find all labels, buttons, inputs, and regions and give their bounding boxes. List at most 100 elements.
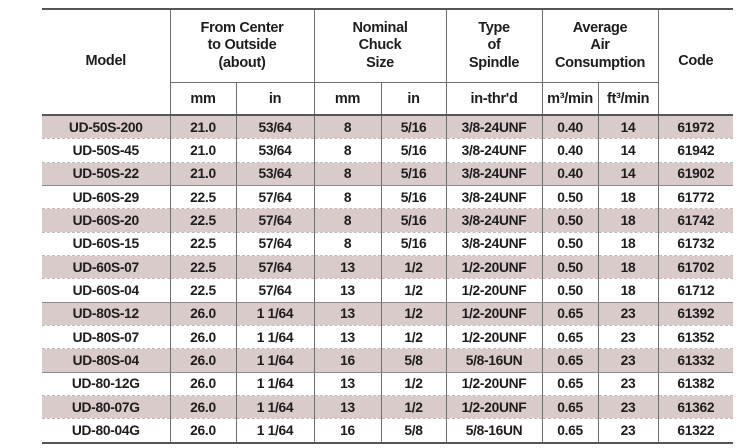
ft3-min-cell: 23 (597, 302, 659, 327)
chuck-in-cell: 1/2 (380, 372, 447, 397)
center-mm-cell: 22.5 (169, 255, 236, 280)
code-cell: 61392 (657, 302, 734, 327)
center-in-cell: 1 1/64 (235, 418, 315, 443)
center-mm-cell: 26.0 (169, 418, 236, 443)
center-mm-cell: 21.0 (169, 162, 236, 187)
chuck-mm-cell: 13 (313, 325, 382, 350)
ft3-min-cell: 18 (597, 208, 659, 233)
code-cell: 61972 (657, 114, 734, 140)
m3-min-cell: 0.65 (541, 302, 599, 327)
chuck-mm-cell: 13 (313, 395, 382, 420)
center-in-cell: 1 1/64 (235, 325, 315, 350)
ft3-min-cell: 18 (597, 185, 659, 210)
code-cell: 61362 (657, 395, 734, 420)
unit-header-center-in: in (235, 82, 315, 115)
chuck-mm-cell: 16 (313, 418, 382, 443)
center-mm-cell: 21.0 (169, 138, 236, 163)
chuck-mm-cell: 16 (313, 348, 382, 373)
chuck-mm-cell: 8 (313, 208, 382, 233)
m3-min-cell: 0.65 (541, 348, 599, 373)
chuck-in-cell: 5/16 (380, 138, 447, 163)
code-cell: 61712 (657, 278, 734, 303)
column-group-from-center-to-outside: From Center to Outside (about) (169, 9, 315, 83)
table-row: UD-80S-12 26.0 1 1/64 13 1/2 1/2-20UNF 0.65 23 6… (42, 302, 734, 327)
chuck-in-cell: 1/2 (380, 395, 447, 420)
table-row: UD-60S-15 22.5 57/64 8 5/16 3/8-24UNF 0.50 18 61… (42, 232, 734, 257)
table-row: UD-80-07G 26.0 1 1/64 13 1/2 1/2-20UNF 0.65 23 6… (42, 395, 734, 420)
chuck-mm-cell: 8 (313, 114, 382, 140)
column-header-model: Model (85, 53, 127, 70)
ft3-min-cell: 23 (597, 418, 659, 443)
ft3-min-cell: 23 (597, 325, 659, 350)
code-cell: 61382 (657, 372, 734, 397)
ft3-min-cell: 14 (597, 138, 659, 163)
table-row: UD-60S-07 22.5 57/64 13 1/2 1/2-20UNF 0.50 18 61… (42, 255, 734, 280)
table-row: UD-60S-29 22.5 57/64 8 5/16 3/8-24UNF 0.50 18 61… (42, 185, 734, 210)
unit-header-ft3-min: ft³/min (597, 82, 659, 115)
code-cell: 61742 (657, 208, 734, 233)
code-cell: 61942 (657, 138, 734, 163)
table-row: UD-80-04G 26.0 1 1/64 16 5/8 5/8-16UN 0.65 23 61… (42, 418, 734, 443)
chuck-mm-cell: 8 (313, 232, 382, 257)
chuck-in-cell: 1/2 (380, 325, 447, 350)
center-mm-cell: 26.0 (169, 372, 236, 397)
model-cell: UD-50S-22 (42, 162, 170, 187)
center-in-cell: 57/64 (235, 278, 315, 303)
code-cell: 61902 (657, 162, 734, 187)
model-cell: UD-80-04G (71, 423, 140, 439)
unit-header-chuck-in: in (380, 82, 447, 115)
model-cell: UD-80S-12 (42, 302, 170, 327)
chuck-in-cell: 5/8 (380, 418, 447, 443)
chuck-in-cell: 1/2 (380, 302, 447, 327)
center-in-cell: 57/64 (235, 185, 315, 210)
table-header: Model From Center to Outside (about) Nom… (42, 9, 734, 115)
model-cell: UD-80-12G (42, 372, 170, 397)
m3-min-cell: 0.40 (541, 114, 599, 140)
model-cell: UD-60S-20 (42, 208, 170, 233)
chuck-mm-cell: 8 (313, 138, 382, 163)
unit-header-center-mm: mm (169, 82, 236, 115)
center-mm-cell: 26.0 (169, 348, 236, 373)
center-in-cell: 53/64 (235, 114, 315, 140)
column-group-nominal-chuck-size: Nominal Chuck Size (313, 9, 447, 83)
center-in-cell: 53/64 (235, 138, 315, 163)
table-row: UD-60S-20 22.5 57/64 8 5/16 3/8-24UNF 0.50 18 61… (42, 208, 734, 233)
center-mm-cell: 22.5 (169, 278, 236, 303)
chuck-mm-cell: 13 (313, 278, 382, 303)
chuck-mm-cell: 8 (313, 162, 382, 187)
code-cell: 61732 (657, 232, 734, 257)
center-in-cell: 57/64 (235, 255, 315, 280)
chuck-in-cell: 1/2 (380, 278, 447, 303)
m3-min-cell: 0.65 (541, 395, 599, 420)
code-cell: 61322 (657, 418, 734, 443)
center-in-cell: 1 1/64 (235, 372, 315, 397)
table-row: UD-80-12G 26.0 1 1/64 13 1/2 1/2-20UNF 0.65 23 6… (42, 372, 734, 397)
chuck-in-cell: 5/8 (380, 348, 447, 373)
center-mm-cell: 21.0 (169, 114, 236, 140)
center-mm-cell: 26.0 (169, 325, 236, 350)
center-in-cell: 57/64 (235, 208, 315, 233)
model-cell: UD-80S-07 (42, 325, 170, 350)
m3-min-cell: 0.40 (541, 162, 599, 187)
table-row: UD-60S-04 22.5 57/64 13 1/2 1/2-20UNF 0.50 18 61… (42, 278, 734, 303)
ft3-min-cell: 23 (597, 348, 659, 373)
center-mm-cell: 22.5 (169, 185, 236, 210)
model-cell: UD-60S-29 (42, 185, 170, 210)
spindle-cell: 1/2-20UNF (445, 395, 543, 420)
spindle-cell: 1/2-20UNF (445, 255, 543, 280)
unit-header-m3-min: m³/min (541, 82, 599, 115)
table-row: UD-50S-45 21.0 53/64 8 5/16 3/8-24UNF 0.40 14 61… (42, 138, 734, 163)
spindle-cell: 1/2-20UNF (445, 325, 543, 350)
spindle-cell: 3/8-24UNF (445, 185, 543, 210)
model-cell: UD-60S-07 (42, 255, 170, 280)
center-mm-cell: 22.5 (169, 232, 236, 257)
chuck-in-cell: 5/16 (380, 208, 447, 233)
table-row: UD-80S-04 26.0 1 1/64 16 5/8 5/8-16UN 0.65 23 61… (42, 348, 734, 373)
code-cell: 61702 (657, 255, 734, 280)
spindle-cell: 3/8-24UNF (445, 114, 543, 140)
chuck-mm-cell: 8 (313, 185, 382, 210)
model-cell: UD-50S-200 (42, 114, 170, 140)
center-in-cell: 57/64 (235, 232, 315, 257)
model-cell: UD-60S-15 (42, 232, 170, 257)
column-group-type-of-spindle: Type of Spindle (445, 9, 543, 83)
